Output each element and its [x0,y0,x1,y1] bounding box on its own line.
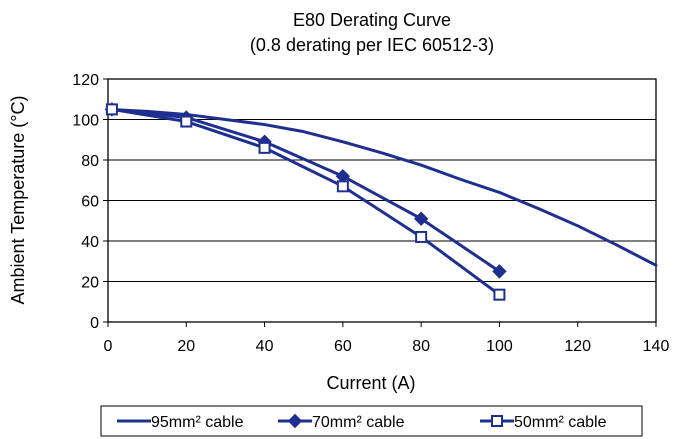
data-point [258,141,271,154]
x-tick-label: 60 [334,338,352,355]
y-tick-label: 40 [81,234,99,251]
legend-box [100,405,643,437]
legend-marker [287,413,303,429]
series-3 [105,103,506,301]
data-point [492,264,507,279]
x-axis-ticks: 0 20 40 60 80 100 120 140 [104,322,670,355]
y-tick-label: 20 [81,275,99,292]
data-point [336,180,349,193]
data-point [415,230,428,243]
series-line [110,107,501,273]
series-layer [104,102,658,301]
y-tick-label: 100 [72,113,99,130]
legend-marker [491,415,503,427]
y-axis-ticks: 0 20 40 60 80 100 120 [72,72,108,332]
chart-subtitle: (0.8 derating per IEC 60512-3) [250,35,494,55]
chart-title: E80 Derating Curve [293,10,451,30]
y-tick-label: 0 [90,315,99,332]
x-tick-label: 20 [177,338,195,355]
x-axis-label: Current (A) [326,373,415,393]
legend-label: 50mm² cable [514,414,607,431]
data-point [493,288,506,301]
x-tick-label: 120 [564,338,591,355]
legend-item: 50mm² cable [480,414,607,431]
x-tick-label: 100 [486,338,513,355]
legend-label: 95mm² cable [151,414,244,431]
legend: 95mm² cable 70mm² cable 50mm² cable [100,405,643,437]
x-tick-label: 140 [643,338,670,355]
series-1 [106,107,658,267]
y-axis-label: Ambient Temperature (°C) [8,96,28,305]
series-line [110,107,501,297]
data-point [413,211,429,226]
legend-item: 95mm² cable [117,414,244,431]
legend-item: 70mm² cable [278,413,405,431]
data-point [105,103,118,116]
series-2 [104,102,507,279]
legend-label: 70mm² cable [312,414,405,431]
series-line [106,107,658,267]
y-tick-label: 80 [81,153,99,170]
x-tick-label: 40 [256,338,274,355]
y-tick-label: 120 [72,72,99,89]
y-tick-label: 60 [81,194,99,211]
x-tick-label: 80 [412,338,430,355]
data-point [180,115,193,128]
x-tick-label: 0 [104,338,113,355]
grid-lines [108,119,656,282]
